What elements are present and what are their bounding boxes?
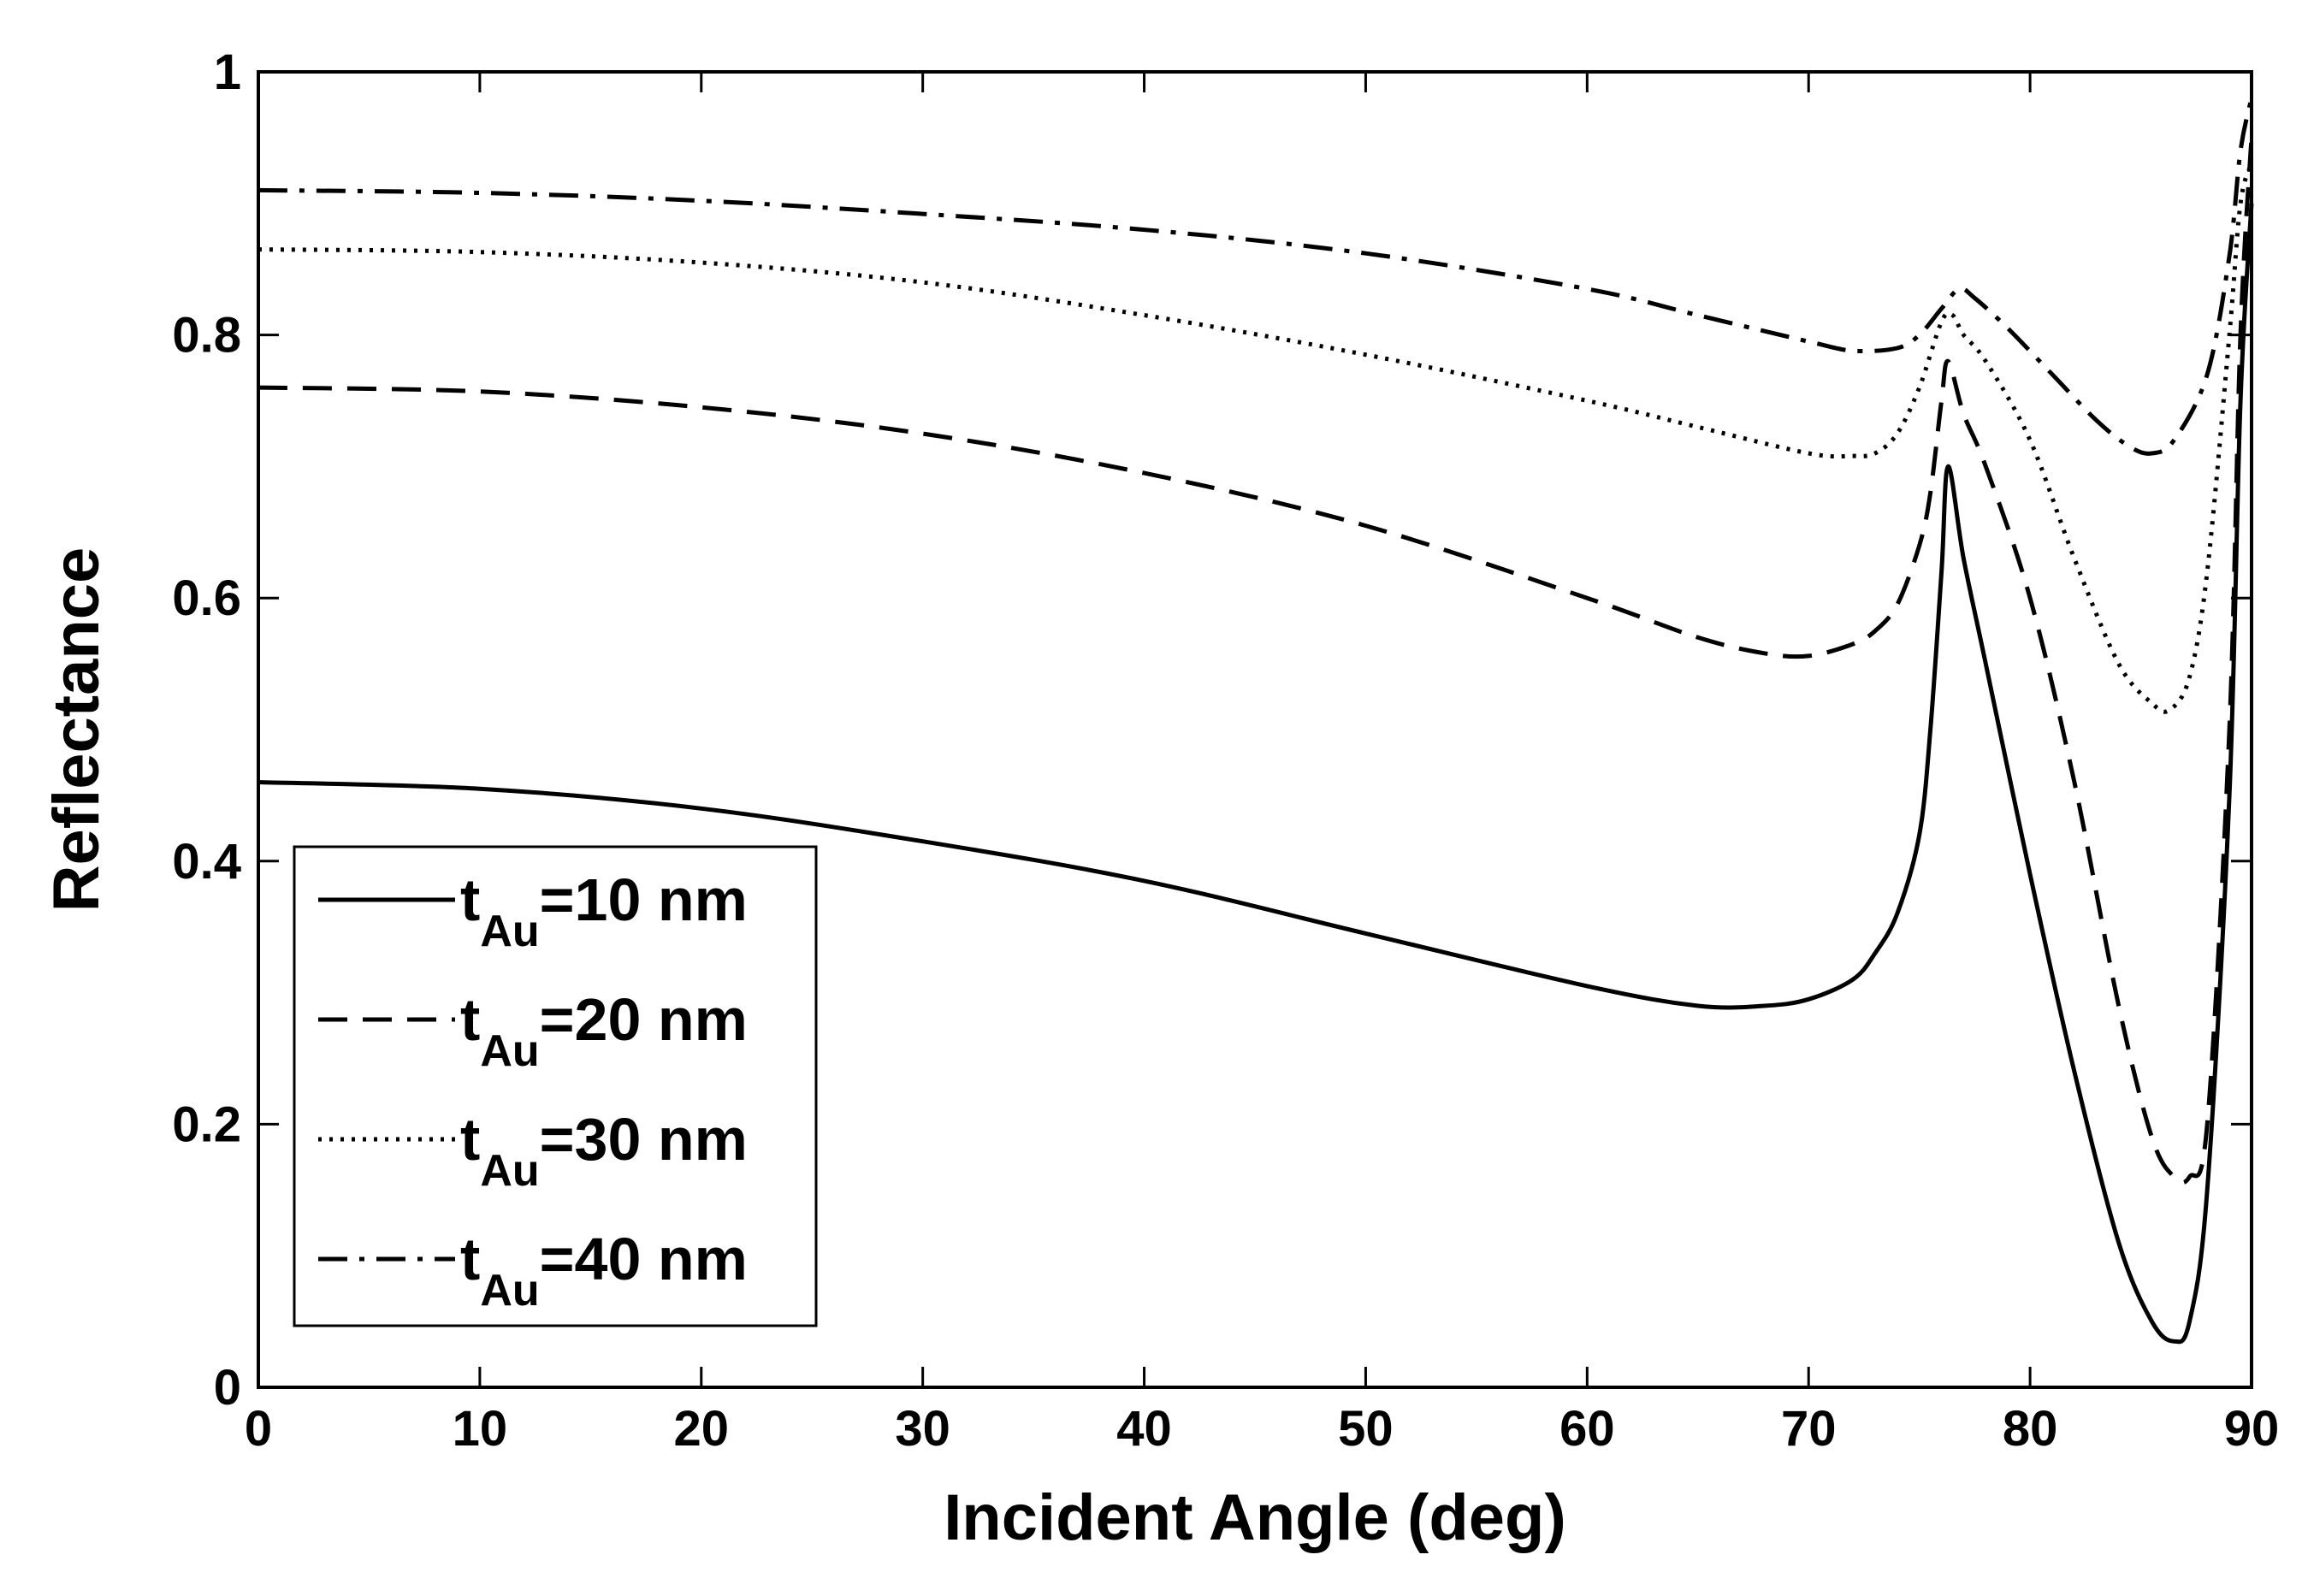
legend-label-main: t [460,986,480,1053]
x-tick-label: 30 [895,1401,950,1457]
x-tick-label: 50 [1338,1401,1394,1457]
x-tick-label: 90 [2224,1401,2280,1457]
y-tick-label: 0.2 [172,1097,241,1152]
x-tick-label: 0 [245,1401,272,1457]
x-axis-title: Incident Angle (deg) [944,1481,1566,1554]
series-line-1 [257,203,2254,1345]
x-tick-label: 20 [674,1401,730,1457]
legend-label-rest: =40 nm [540,1226,748,1292]
legend-label-sub: Au [480,1266,539,1315]
legend-label-3: tAu=30 nm [460,1106,748,1196]
x-tick-label: 80 [2003,1401,2058,1457]
y-tick-label: 0 [214,1360,241,1416]
legend-label-2: tAu=20 nm [460,986,748,1076]
y-axis-title: Reflectance [40,547,113,913]
x-tick-label: 60 [1559,1401,1615,1457]
series-line-4 [257,98,2254,456]
legend-label-rest: =30 nm [540,1106,748,1173]
y-tick-label: 0.4 [172,834,241,890]
ticks-layer: 0 10 20 30 40 50 60 70 80 90 0 0.2 0.4 0.6 0.8 1 [172,44,2279,1457]
series-line-2 [257,137,2254,1185]
x-tick-label: 70 [1781,1401,1837,1457]
legend-label-rest: =10 nm [540,866,748,933]
legend-label-4: tAu=40 nm [460,1226,748,1315]
legend-label-main: t [460,1106,480,1173]
legend-label-sub: Au [480,1146,539,1196]
x-tick-label: 40 [1116,1401,1172,1457]
legend-label-sub: Au [480,1026,539,1076]
legend-label-main: t [460,1226,480,1292]
legend-label-1: tAu=10 nm [460,866,748,956]
plot-frame [257,70,2253,1389]
y-tick-label: 0.6 [172,570,241,626]
y-tick-label: 0.8 [172,308,241,364]
legend-label-main: t [460,866,480,933]
legend-label-rest: =20 nm [540,986,748,1053]
y-tick-label: 1 [214,44,241,100]
series-line-3 [257,163,2254,714]
legend-box [293,845,818,1327]
legend-label-sub: Au [480,907,539,956]
x-tick-label: 10 [453,1401,508,1457]
series-layer [257,98,2254,1345]
